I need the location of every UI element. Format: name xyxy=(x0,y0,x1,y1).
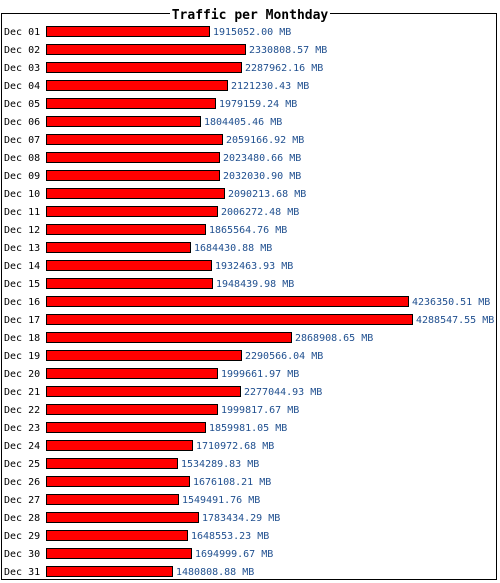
bar xyxy=(46,260,212,271)
bar xyxy=(46,242,191,253)
category-label: Dec 18 xyxy=(4,333,40,344)
category-label: Dec 22 xyxy=(4,405,40,416)
value-label: 2330808.57 MB xyxy=(249,45,327,56)
bar xyxy=(46,134,223,145)
bar xyxy=(46,512,199,523)
value-label: 1999661.97 MB xyxy=(221,369,299,380)
category-label: Dec 17 xyxy=(4,315,40,326)
value-label: 1915052.00 MB xyxy=(213,27,291,38)
value-label: 1684430.88 MB xyxy=(194,243,272,254)
category-label: Dec 09 xyxy=(4,171,40,182)
value-label: 2121230.43 MB xyxy=(231,81,309,92)
bar xyxy=(46,170,220,181)
value-label: 4236350.51 MB xyxy=(412,297,490,308)
category-label: Dec 02 xyxy=(4,45,40,56)
value-label: 1979159.24 MB xyxy=(219,99,297,110)
value-label: 1999817.67 MB xyxy=(221,405,299,416)
value-label: 2290566.04 MB xyxy=(245,351,323,362)
bar xyxy=(46,296,409,307)
value-label: 1865564.76 MB xyxy=(209,225,287,236)
category-label: Dec 13 xyxy=(4,243,40,254)
value-label: 2287962.16 MB xyxy=(245,63,323,74)
value-label: 1804405.46 MB xyxy=(204,117,282,128)
category-label: Dec 27 xyxy=(4,495,40,506)
bar xyxy=(46,548,192,559)
bar xyxy=(46,314,413,325)
value-label: 1948439.98 MB xyxy=(216,279,294,290)
category-label: Dec 16 xyxy=(4,297,40,308)
category-label: Dec 19 xyxy=(4,351,40,362)
bar xyxy=(46,530,188,541)
category-label: Dec 25 xyxy=(4,459,40,470)
value-label: 1676108.21 MB xyxy=(193,477,271,488)
bar xyxy=(46,278,213,289)
value-label: 2023480.66 MB xyxy=(223,153,301,164)
value-label: 1648553.23 MB xyxy=(191,531,269,542)
category-label: Dec 04 xyxy=(4,81,40,92)
value-label: 2006272.48 MB xyxy=(221,207,299,218)
bar xyxy=(46,224,206,235)
bar xyxy=(46,386,241,397)
category-label: Dec 08 xyxy=(4,153,40,164)
bar xyxy=(46,98,216,109)
bar xyxy=(46,476,190,487)
category-label: Dec 31 xyxy=(4,567,40,578)
category-label: Dec 23 xyxy=(4,423,40,434)
value-label: 4288547.55 MB xyxy=(416,315,494,326)
category-label: Dec 06 xyxy=(4,117,40,128)
bar xyxy=(46,188,225,199)
bar xyxy=(46,494,179,505)
category-label: Dec 15 xyxy=(4,279,40,290)
value-label: 2868908.65 MB xyxy=(295,333,373,344)
bar xyxy=(46,566,173,577)
category-label: Dec 26 xyxy=(4,477,40,488)
bar xyxy=(46,152,220,163)
bar xyxy=(46,116,201,127)
category-label: Dec 10 xyxy=(4,189,40,200)
bar xyxy=(46,440,193,451)
category-label: Dec 24 xyxy=(4,441,40,452)
category-label: Dec 30 xyxy=(4,549,40,560)
value-label: 2277044.93 MB xyxy=(244,387,322,398)
bar xyxy=(46,80,228,91)
category-label: Dec 14 xyxy=(4,261,40,272)
value-label: 1480808.88 MB xyxy=(176,567,254,578)
value-label: 1783434.29 MB xyxy=(202,513,280,524)
bar xyxy=(46,206,218,217)
category-label: Dec 07 xyxy=(4,135,40,146)
value-label: 1710972.68 MB xyxy=(196,441,274,452)
bar xyxy=(46,44,246,55)
value-label: 1534289.83 MB xyxy=(181,459,259,470)
category-label: Dec 03 xyxy=(4,63,40,74)
value-label: 2059166.92 MB xyxy=(226,135,304,146)
category-label: Dec 01 xyxy=(4,27,40,38)
category-label: Dec 12 xyxy=(4,225,40,236)
bar xyxy=(46,458,178,469)
bar xyxy=(46,332,292,343)
value-label: 1549491.76 MB xyxy=(182,495,260,506)
value-label: 1932463.93 MB xyxy=(215,261,293,272)
bar xyxy=(46,422,206,433)
value-label: 2032030.90 MB xyxy=(223,171,301,182)
bar xyxy=(46,368,218,379)
category-label: Dec 11 xyxy=(4,207,40,218)
bar xyxy=(46,26,210,37)
category-label: Dec 20 xyxy=(4,369,40,380)
bar xyxy=(46,62,242,73)
bar xyxy=(46,404,218,415)
category-label: Dec 28 xyxy=(4,513,40,524)
value-label: 1694999.67 MB xyxy=(195,549,273,560)
category-label: Dec 21 xyxy=(4,387,40,398)
bar xyxy=(46,350,242,361)
category-label: Dec 05 xyxy=(4,99,40,110)
value-label: 2090213.68 MB xyxy=(228,189,306,200)
value-label: 1859981.05 MB xyxy=(209,423,287,434)
category-label: Dec 29 xyxy=(4,531,40,542)
